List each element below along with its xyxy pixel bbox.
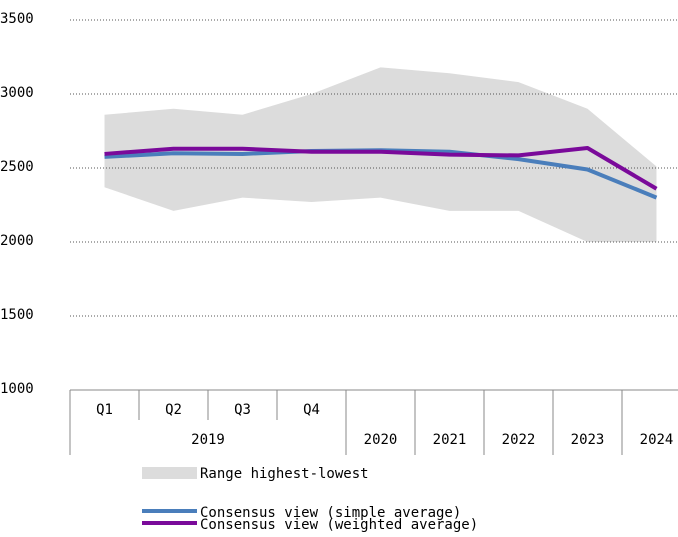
legend-label: Consensus view (weighted average) bbox=[200, 517, 478, 533]
x-group-label: 2019 bbox=[191, 432, 225, 448]
y-tick-label: 2500 bbox=[0, 159, 34, 175]
legend-swatch bbox=[142, 467, 197, 479]
x-tick-label: Q4 bbox=[303, 402, 320, 418]
y-tick-label: 3500 bbox=[0, 11, 34, 27]
legend-label: Consensus view (simple average) bbox=[200, 505, 461, 521]
y-tick-label: 3000 bbox=[0, 85, 34, 101]
x-group-label: 2024 bbox=[640, 432, 674, 448]
x-tick-label: Q3 bbox=[234, 402, 251, 418]
x-tick-label: Q2 bbox=[165, 402, 182, 418]
x-group-label: 2023 bbox=[571, 432, 605, 448]
series-line bbox=[104, 146, 658, 191]
y-tick-label: 1000 bbox=[0, 381, 34, 397]
range-band bbox=[104, 67, 657, 242]
y-tick-label: 2000 bbox=[0, 233, 34, 249]
legend-label: Range highest-lowest bbox=[200, 466, 369, 482]
x-group-label: 2021 bbox=[433, 432, 467, 448]
x-group-label: 2022 bbox=[502, 432, 536, 448]
x-tick-label: Q1 bbox=[96, 402, 113, 418]
y-tick-label: 1500 bbox=[0, 307, 34, 323]
x-group-label: 2020 bbox=[364, 432, 398, 448]
